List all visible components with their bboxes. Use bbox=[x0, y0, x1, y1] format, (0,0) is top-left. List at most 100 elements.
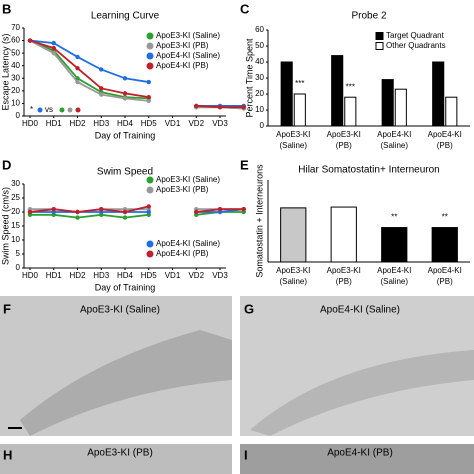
legend-marker bbox=[146, 250, 154, 258]
x-tick-label: HD3 bbox=[93, 271, 110, 280]
data-point bbox=[75, 54, 80, 60]
data-point bbox=[146, 98, 151, 104]
x-tick-label: ApoE3-KI bbox=[276, 266, 310, 275]
micrograph bbox=[0, 444, 232, 474]
annotation: ** bbox=[391, 213, 397, 222]
y-tick-label: 30 bbox=[11, 179, 20, 188]
x-tick-label: HD0 bbox=[22, 271, 39, 280]
y-tick-label: 0 bbox=[16, 111, 21, 120]
x-tick-label: HD4 bbox=[117, 271, 134, 280]
y-axis-label: Somatostatin + Interneurons bbox=[254, 164, 264, 278]
y-axis-label: Percent Time Spent bbox=[244, 38, 254, 118]
y-tick-label: 10 bbox=[11, 99, 20, 108]
x-axis-label: Day of Training bbox=[95, 130, 156, 140]
y-tick-label: 5 bbox=[16, 249, 21, 258]
data-point bbox=[217, 105, 223, 110]
data-point bbox=[27, 209, 33, 215]
bar bbox=[293, 93, 306, 127]
bar bbox=[432, 61, 445, 127]
x-tick-label: (Saline) bbox=[380, 277, 408, 286]
y-tick-label: 30 bbox=[11, 73, 20, 82]
legend-marker bbox=[146, 32, 154, 40]
annotation-dot bbox=[37, 107, 43, 113]
x-tick-label: HD1 bbox=[46, 271, 63, 280]
legend-label: ApoE3-KI (Saline) bbox=[156, 175, 220, 184]
bar bbox=[280, 207, 307, 263]
y-tick-label: 0 bbox=[260, 121, 265, 130]
y-tick-label: 70 bbox=[11, 23, 20, 32]
data-point bbox=[122, 91, 128, 96]
x-tick-label: HD2 bbox=[69, 271, 86, 280]
x-tick-label: HD1 bbox=[46, 119, 63, 128]
micrograph-layer bbox=[250, 350, 474, 436]
legend-label: ApoE4-KI (PB) bbox=[156, 249, 209, 258]
legend-label: Target Quadrant bbox=[386, 31, 445, 40]
x-tick-label: (Saline) bbox=[279, 277, 307, 286]
annotation: ** bbox=[442, 213, 448, 222]
data-point bbox=[241, 207, 246, 212]
chart-title: Hilar Somatostatin+ Interneuron bbox=[298, 165, 439, 176]
legend-marker bbox=[146, 52, 154, 60]
y-tick-label: 20 bbox=[11, 207, 20, 216]
x-tick-label: ApoE3-KI bbox=[327, 130, 361, 139]
data-point bbox=[146, 94, 151, 100]
legend-marker bbox=[146, 42, 154, 50]
data-point bbox=[99, 67, 104, 72]
y-tick-label: 40 bbox=[11, 61, 20, 70]
x-tick-label: (PB) bbox=[437, 141, 453, 150]
x-tick-label: VD1 bbox=[165, 119, 181, 128]
data-point bbox=[122, 215, 128, 220]
panel-letter: F bbox=[3, 301, 11, 316]
legend-label: Other Quadrants bbox=[386, 41, 446, 50]
y-axis-label: Escape Latency (s) bbox=[0, 33, 10, 110]
x-tick-label: (PB) bbox=[437, 277, 453, 286]
y-tick-label: 0 bbox=[16, 263, 21, 272]
chart-title: Learning Curve bbox=[91, 11, 160, 22]
bar bbox=[344, 96, 357, 127]
data-point bbox=[122, 76, 128, 81]
x-tick-label: HD5 bbox=[141, 119, 158, 128]
micrograph-layer bbox=[20, 330, 232, 436]
y-tick-label: 30 bbox=[255, 73, 264, 82]
annotation: *** bbox=[346, 82, 355, 91]
x-tick-label: ApoE3-KI bbox=[276, 130, 310, 139]
y-tick-label: 10 bbox=[11, 235, 20, 244]
image-label: ApoE3-KI (PB) bbox=[87, 448, 153, 459]
x-tick-label: (PB) bbox=[336, 141, 352, 150]
x-axis-label: Day of Training bbox=[95, 282, 156, 292]
panel-letter: G bbox=[244, 301, 254, 316]
y-tick-label: 50 bbox=[255, 41, 264, 50]
data-point bbox=[75, 209, 80, 215]
data-point bbox=[146, 204, 151, 209]
bar bbox=[445, 96, 458, 127]
x-tick-label: (Saline) bbox=[279, 141, 307, 150]
data-point bbox=[75, 79, 80, 85]
annotation: * bbox=[30, 105, 33, 114]
annotation-dot bbox=[67, 107, 73, 113]
legend-label: ApoE4-KI (Saline) bbox=[156, 51, 220, 60]
legend-label: ApoE3-KI (Saline) bbox=[156, 31, 220, 40]
x-tick-label: ApoE4-KI bbox=[428, 130, 462, 139]
y-tick-label: 40 bbox=[255, 57, 264, 66]
x-tick-label: VD1 bbox=[165, 271, 181, 280]
panel-letter: D bbox=[2, 157, 11, 172]
y-tick-label: 25 bbox=[11, 193, 20, 202]
data-point bbox=[51, 50, 56, 56]
data-point bbox=[241, 105, 246, 110]
y-tick-label: 60 bbox=[255, 25, 264, 34]
x-tick-label: HD0 bbox=[22, 119, 39, 128]
legend-marker bbox=[146, 62, 154, 70]
x-tick-label: VD2 bbox=[188, 271, 204, 280]
legend-label: ApoE3-KI (PB) bbox=[156, 41, 209, 50]
micrograph bbox=[240, 444, 474, 474]
bar bbox=[330, 206, 357, 263]
y-tick-label: 50 bbox=[11, 48, 20, 57]
panel-letter: H bbox=[3, 447, 12, 462]
y-tick-label: 20 bbox=[255, 89, 264, 98]
x-tick-label: ApoE4-KI bbox=[428, 266, 462, 275]
y-axis-label: Swim Speed (cm/s) bbox=[0, 187, 10, 265]
data-point bbox=[51, 45, 56, 51]
x-tick-label: ApoE4-KI bbox=[377, 130, 411, 139]
data-point bbox=[51, 207, 56, 212]
data-point bbox=[217, 207, 223, 212]
